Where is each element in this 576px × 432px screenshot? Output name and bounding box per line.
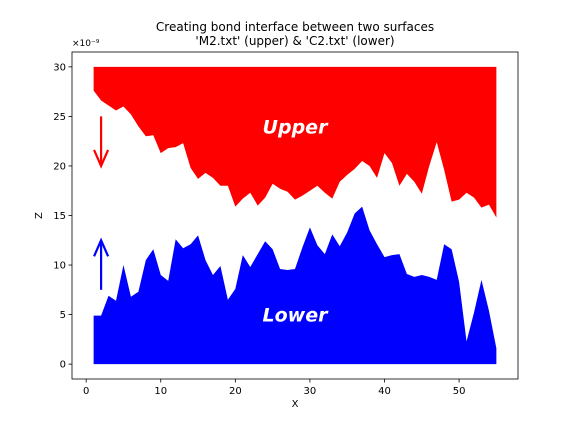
x-tick-label: 20 — [229, 386, 242, 397]
down-arrow-icon — [93, 116, 110, 169]
y-axis-label: Z — [34, 212, 45, 219]
axes: 0 10 20 30 40 50 0 5 10 15 20 25 30 — [53, 51, 519, 397]
y-tick-label: 20 — [53, 161, 66, 172]
y-tick-label: 30 — [53, 62, 66, 73]
y-tick-label: 15 — [53, 211, 66, 222]
y-tick-label: 25 — [53, 112, 66, 123]
x-tick-label: 10 — [154, 386, 167, 397]
x-tick-label: 40 — [378, 386, 391, 397]
series-upper-area — [93, 66, 497, 218]
y-tick-label: 5 — [60, 310, 66, 321]
x-tick-label: 0 — [83, 386, 89, 397]
x-tick-label: 30 — [304, 386, 317, 397]
annotation-upper: Upper — [263, 116, 330, 138]
y-scale-label: ×10⁻⁹ — [72, 39, 100, 49]
annotation-lower: Lower — [263, 305, 330, 327]
up-arrow-icon — [93, 237, 110, 290]
x-tick-label: 50 — [453, 386, 466, 397]
chart-title: Creating bond interface between two surf… — [156, 20, 434, 48]
y-tick-label: 0 — [60, 360, 66, 371]
chart-title-line: 'M2.txt' (upper) & 'C2.txt' (lower) — [195, 34, 394, 48]
series-lower-area — [93, 206, 497, 365]
plot-area — [93, 66, 497, 365]
x-axis-label: X — [292, 399, 299, 410]
y-tick-label: 10 — [53, 261, 66, 272]
chart-title-line: Creating bond interface between two surf… — [156, 20, 434, 34]
annotations: Upper Lower — [93, 116, 330, 327]
